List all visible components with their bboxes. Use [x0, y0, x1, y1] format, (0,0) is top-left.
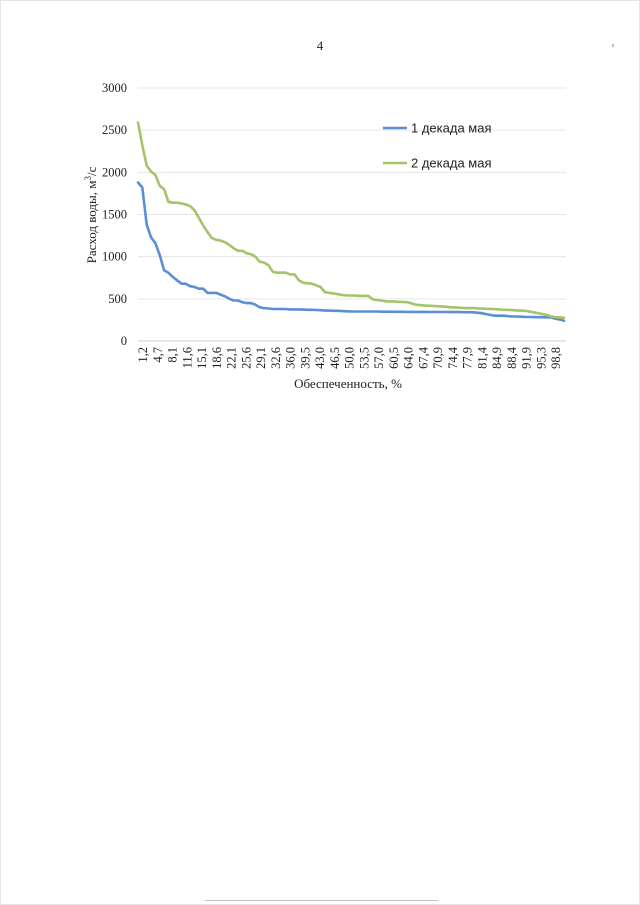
x-tick-label: 15,1 — [195, 347, 209, 369]
x-axis-ticks: 1,2 4,7 8,1 11,6 15,1 18,6 22,1 25,6 29,1 32,6 36,… — [136, 346, 563, 369]
x-tick-label: 11,6 — [180, 347, 194, 368]
x-tick-label: 1,2 — [136, 347, 150, 363]
y-tick-label: 3000 — [102, 81, 127, 95]
x-tick-label: 43,0 — [313, 347, 327, 369]
x-tick-label: 98,8 — [549, 347, 563, 369]
x-tick-label: 64,0 — [402, 347, 416, 369]
x-tick-label: 32,6 — [269, 347, 283, 369]
y-axis-ticks: 0 500 1000 1500 2000 2500 3000 — [102, 81, 127, 348]
x-axis-title: Обеспеченность, % — [294, 376, 402, 391]
x-tick-label: 18,6 — [210, 347, 224, 369]
y-axis-title: Расход воды, м3/с — [83, 166, 99, 263]
y-tick-label: 1000 — [102, 250, 127, 264]
x-tick-label: 39,5 — [298, 347, 312, 369]
x-tick-label: 88,4 — [505, 346, 519, 369]
y-tick-label: 1500 — [102, 208, 127, 222]
x-tick-label: 81,4 — [475, 346, 489, 369]
x-tick-label: 22,1 — [225, 347, 239, 369]
x-tick-label: 46,5 — [328, 347, 342, 369]
y-tick-label: 2500 — [102, 123, 127, 137]
y-tick-label: 2000 — [102, 165, 127, 179]
x-tick-label: 4,7 — [151, 347, 165, 363]
x-tick-label: 70,9 — [431, 347, 445, 369]
x-tick-label: 67,4 — [416, 346, 430, 369]
chart-legend: 1 декада мая 2 декада мая — [383, 121, 492, 171]
x-tick-label: 53,5 — [357, 347, 371, 369]
x-tick-label: 95,3 — [534, 347, 548, 369]
y-tick-label: 0 — [121, 334, 127, 348]
scan-edge-mark — [612, 44, 614, 47]
chart-series-lines — [136, 121, 566, 323]
x-tick-label: 25,6 — [239, 347, 253, 369]
x-tick-label: 77,9 — [461, 347, 475, 369]
legend-label-1: 1 декада мая — [411, 121, 492, 136]
x-tick-label: 8,1 — [166, 347, 180, 363]
legend-label-2: 2 декада мая — [411, 156, 492, 171]
x-tick-label: 57,0 — [372, 347, 386, 369]
x-tick-label: 50,0 — [343, 347, 357, 369]
y-tick-label: 500 — [108, 292, 127, 306]
x-tick-label: 74,4 — [446, 346, 460, 369]
x-tick-label: 84,9 — [490, 347, 504, 369]
x-tick-label: 36,0 — [284, 347, 298, 369]
series-line-2 — [136, 121, 566, 320]
x-tick-label: 60,5 — [387, 347, 401, 369]
scan-edge-mark — [205, 900, 438, 901]
x-tick-label: 91,9 — [520, 347, 534, 369]
x-tick-label: 29,1 — [254, 347, 268, 369]
page-number: 4 — [316, 38, 324, 53]
series-line-1 — [136, 181, 566, 323]
chart-gridlines — [138, 87, 566, 342]
